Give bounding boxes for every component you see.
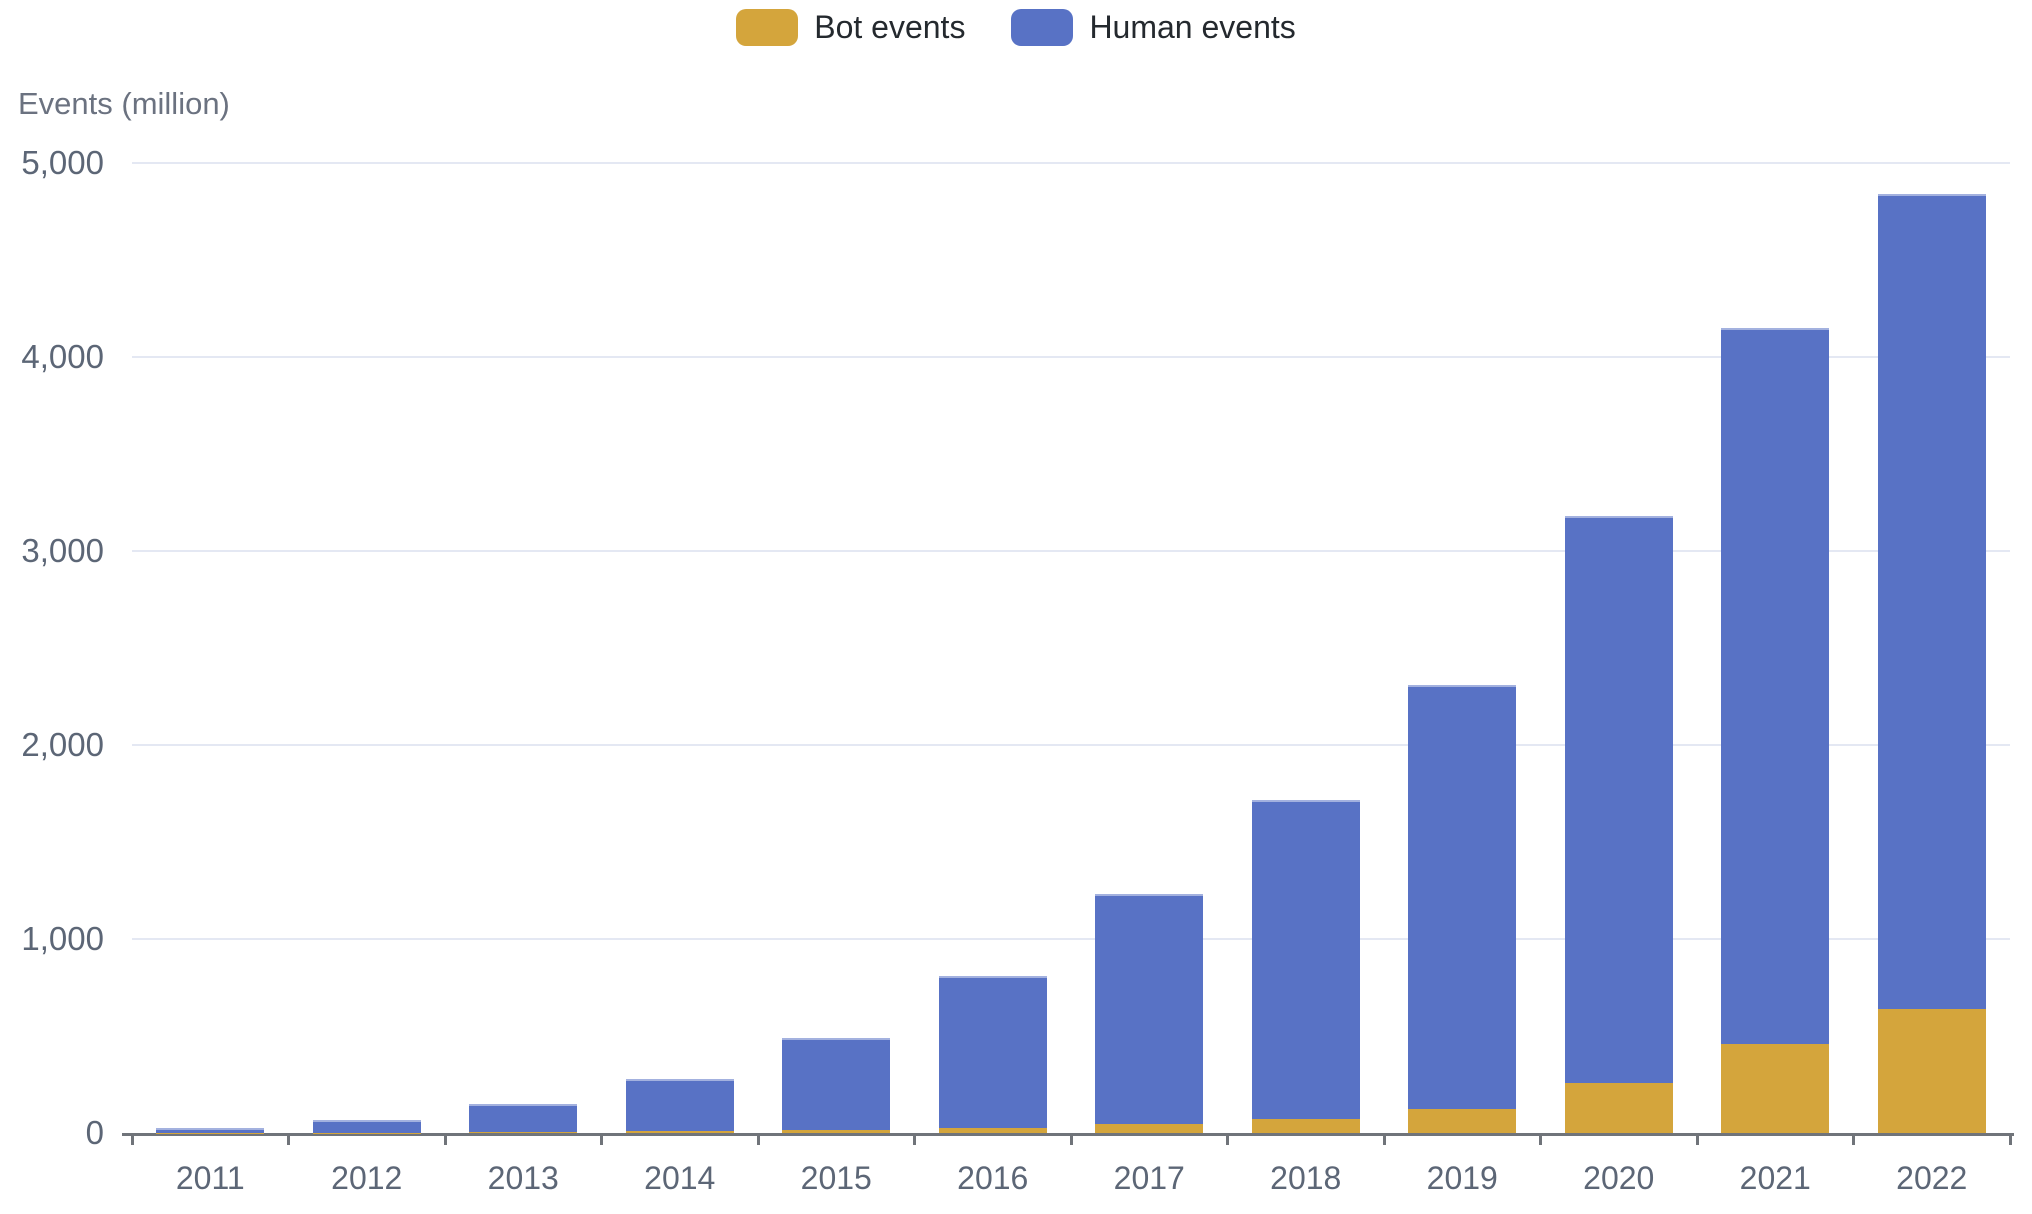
y-tick-label: 3,000	[21, 532, 104, 569]
y-tick-label: 2,000	[21, 726, 104, 763]
bar-segment-bot-events[interactable]	[938, 1127, 1047, 1133]
x-tick-mark	[913, 1134, 916, 1145]
bar-segment-human-events[interactable]	[1721, 327, 1830, 1044]
bar-2017[interactable]	[1095, 894, 1204, 1133]
x-tick-mark	[2008, 1134, 2012, 1145]
bar-segment-bot-events[interactable]	[1721, 1043, 1830, 1133]
x-tick-mark	[1695, 1134, 1699, 1145]
x-category-label: 2017	[1113, 1160, 1185, 1196]
gridline	[132, 550, 2010, 552]
bar-segment-bot-events[interactable]	[1877, 1008, 1986, 1133]
x-category-label: 2019	[1426, 1160, 1498, 1196]
bar-2018[interactable]	[1251, 800, 1360, 1133]
bar-2021[interactable]	[1721, 327, 1830, 1133]
bar-2020[interactable]	[1564, 516, 1673, 1133]
x-tick-mark	[756, 1134, 760, 1145]
gridline	[132, 938, 2010, 940]
x-category-label: 2022	[1896, 1160, 1968, 1196]
bar-segment-bot-events[interactable]	[782, 1130, 891, 1133]
bar-2011[interactable]	[156, 1128, 265, 1133]
bar-segment-human-events[interactable]	[1877, 194, 1986, 1009]
legend: Bot events Human events	[0, 8, 2032, 46]
bar-segment-bot-events[interactable]	[469, 1132, 578, 1133]
legend-swatch	[1011, 8, 1074, 46]
x-tick-mark	[1539, 1134, 1542, 1145]
x-axis-line	[122, 1133, 2014, 1136]
x-category-label: 2014	[644, 1160, 716, 1196]
bar-2019[interactable]	[1408, 684, 1517, 1133]
gridline	[132, 356, 2010, 358]
bar-segment-bot-events[interactable]	[1408, 1108, 1517, 1133]
x-tick-mark	[600, 1134, 603, 1145]
y-axis-title: Events (million)	[18, 86, 230, 121]
x-category-label: 2018	[1270, 1160, 1342, 1196]
bar-segment-bot-events[interactable]	[1251, 1119, 1360, 1133]
bar-segment-bot-events[interactable]	[1095, 1123, 1204, 1133]
x-tick-mark	[287, 1134, 290, 1145]
bar-segment-bot-events[interactable]	[1564, 1082, 1673, 1133]
x-tick-mark	[443, 1134, 447, 1145]
y-tick-label: 5,000	[21, 144, 104, 181]
bar-2014[interactable]	[625, 1078, 734, 1133]
bar-segment-human-events[interactable]	[1408, 684, 1517, 1109]
bar-segment-human-events[interactable]	[625, 1078, 734, 1132]
bar-segment-human-events[interactable]	[782, 1037, 891, 1131]
bar-2016[interactable]	[938, 975, 1047, 1133]
bar-segment-human-events[interactable]	[1095, 894, 1204, 1124]
bar-2012[interactable]	[312, 1120, 421, 1133]
x-tick-mark	[130, 1134, 134, 1145]
x-category-label: 2013	[487, 1160, 559, 1196]
y-tick-label: 0	[85, 1114, 104, 1151]
legend-item-label: Bot events	[814, 9, 966, 45]
gridline	[132, 744, 2010, 746]
x-category-label: 2012	[331, 1160, 403, 1196]
bar-segment-human-events[interactable]	[1564, 516, 1673, 1083]
x-category-label: 2021	[1739, 1160, 1811, 1196]
bar-segment-bot-events[interactable]	[625, 1131, 734, 1133]
x-category-label: 2015	[800, 1160, 872, 1196]
x-tick-mark	[1852, 1134, 1855, 1145]
legend-item-label: Human events	[1089, 9, 1296, 45]
plot-area: 0 1,000 2,000 3,000 4,000 5,000 2011 2012 2013 20…	[21, 144, 2014, 1196]
bar-2013[interactable]	[469, 1103, 578, 1133]
bar-segment-human-events[interactable]	[156, 1128, 265, 1133]
bar-2022[interactable]	[1877, 194, 1986, 1133]
bar-segment-human-events[interactable]	[312, 1120, 421, 1133]
bar-segment-human-events[interactable]	[938, 975, 1047, 1128]
legend-swatch	[736, 8, 799, 46]
x-category-label: 2011	[175, 1160, 245, 1196]
y-tick-label: 1,000	[21, 920, 104, 957]
x-tick-mark	[1382, 1134, 1386, 1145]
x-category-label: 2016	[957, 1160, 1029, 1196]
gridline	[132, 162, 2010, 164]
legend-item-bot-events[interactable]: Bot events	[736, 8, 965, 46]
legend-item-human-events[interactable]: Human events	[1011, 8, 1296, 46]
y-tick-label: 4,000	[21, 338, 104, 375]
x-tick-mark	[1226, 1134, 1229, 1145]
x-tick-mark	[1069, 1134, 1073, 1145]
x-category-label: 2020	[1583, 1160, 1655, 1196]
bar-segment-human-events[interactable]	[469, 1103, 578, 1133]
bar-segment-human-events[interactable]	[1251, 800, 1360, 1120]
bar-2015[interactable]	[782, 1037, 891, 1133]
